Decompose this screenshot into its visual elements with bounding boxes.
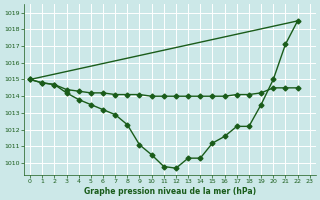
X-axis label: Graphe pression niveau de la mer (hPa): Graphe pression niveau de la mer (hPa) <box>84 187 256 196</box>
